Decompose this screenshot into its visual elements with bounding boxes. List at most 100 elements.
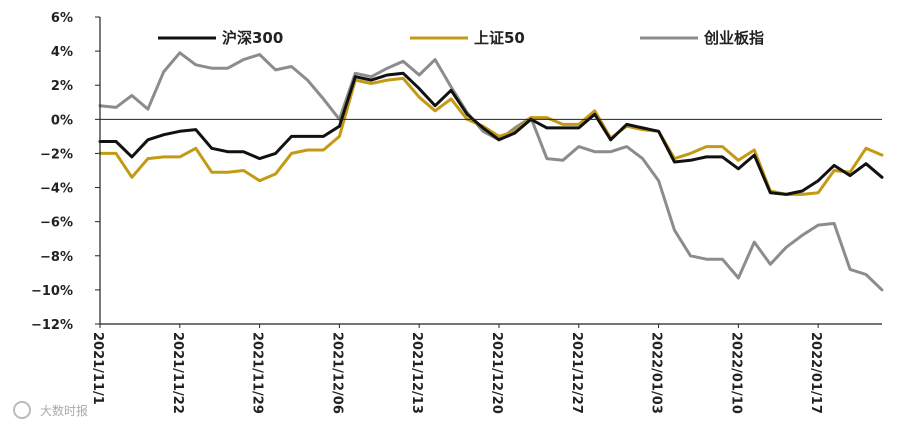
data-point bbox=[546, 158, 548, 160]
watermark: 大数时报 bbox=[13, 401, 88, 419]
data-point bbox=[865, 273, 867, 276]
data-point bbox=[115, 106, 117, 108]
y-tick-label: −8% bbox=[40, 250, 73, 265]
data-point bbox=[195, 129, 197, 131]
data-point bbox=[386, 79, 388, 81]
data-point bbox=[865, 163, 867, 165]
data-point bbox=[578, 123, 580, 125]
data-point bbox=[434, 59, 436, 61]
data-point bbox=[370, 76, 372, 78]
data-point bbox=[147, 139, 149, 141]
data-point bbox=[562, 159, 564, 161]
data-point bbox=[211, 147, 213, 149]
data-point bbox=[450, 86, 452, 88]
data-point bbox=[737, 159, 740, 161]
data-point bbox=[610, 151, 612, 153]
data-point bbox=[865, 147, 867, 149]
data-point bbox=[290, 152, 293, 154]
watermark-text: 大数时报 bbox=[40, 403, 88, 418]
data-point bbox=[227, 151, 229, 153]
data-point bbox=[673, 161, 676, 163]
data-point bbox=[370, 79, 372, 81]
x-tick-label: 2021/11/29 bbox=[250, 332, 265, 414]
data-point bbox=[259, 158, 261, 160]
data-point bbox=[801, 190, 803, 192]
x-tick-label: 2021/12/06 bbox=[329, 332, 344, 414]
data-point bbox=[753, 154, 755, 156]
data-point bbox=[737, 277, 740, 279]
y-tick-label: 6% bbox=[51, 11, 73, 26]
data-point bbox=[354, 72, 356, 74]
y-tick-label: −6% bbox=[40, 216, 73, 231]
data-point bbox=[721, 258, 724, 260]
data-point bbox=[243, 151, 245, 153]
data-point bbox=[131, 94, 133, 97]
data-point bbox=[179, 52, 181, 54]
data-point bbox=[642, 127, 644, 129]
data-point bbox=[881, 176, 883, 178]
data-point bbox=[689, 152, 692, 154]
data-point bbox=[546, 117, 548, 119]
series-layer bbox=[98, 51, 884, 292]
data-point bbox=[418, 96, 420, 98]
data-point bbox=[785, 246, 787, 248]
data-point bbox=[881, 154, 883, 156]
data-point bbox=[881, 289, 883, 291]
x-tick-label: 2022/01/17 bbox=[808, 332, 823, 414]
data-point bbox=[386, 67, 388, 69]
data-point bbox=[243, 59, 245, 61]
data-point bbox=[562, 123, 564, 125]
data-point bbox=[338, 135, 340, 137]
x-tick-label: 2021/12/13 bbox=[409, 332, 424, 414]
data-point bbox=[243, 169, 245, 172]
data-point bbox=[626, 146, 628, 148]
data-point bbox=[211, 67, 213, 69]
data-point bbox=[626, 123, 628, 125]
data-point bbox=[833, 169, 835, 172]
data-point bbox=[785, 193, 787, 195]
data-point bbox=[689, 255, 692, 257]
data-point bbox=[147, 158, 149, 160]
data-point bbox=[450, 98, 452, 100]
x-tick-label: 2021/11/1 bbox=[90, 332, 105, 405]
x-tick-label: 2021/12/27 bbox=[569, 332, 584, 414]
data-point bbox=[498, 139, 500, 141]
data-point bbox=[290, 65, 293, 68]
data-point bbox=[642, 158, 644, 160]
data-point bbox=[482, 130, 484, 132]
x-tick-label: 2022/01/10 bbox=[728, 332, 743, 414]
data-point bbox=[594, 110, 596, 112]
data-point bbox=[833, 164, 835, 166]
data-point bbox=[514, 132, 516, 134]
data-point bbox=[658, 130, 660, 132]
data-point bbox=[658, 180, 660, 182]
data-point bbox=[817, 180, 819, 182]
data-point bbox=[689, 159, 692, 161]
y-tick-label: 0% bbox=[51, 113, 73, 128]
data-point bbox=[227, 67, 229, 69]
data-point bbox=[402, 77, 404, 79]
data-point bbox=[227, 171, 229, 173]
data-point bbox=[179, 156, 181, 158]
data-point bbox=[147, 108, 149, 110]
x-tick-label: 2022/01/03 bbox=[649, 332, 664, 414]
data-point bbox=[801, 193, 803, 195]
y-tick-label: 4% bbox=[51, 45, 73, 60]
data-point bbox=[594, 151, 596, 153]
data-point bbox=[259, 180, 261, 182]
data-point bbox=[849, 171, 851, 173]
data-point bbox=[769, 263, 771, 265]
data-point bbox=[322, 149, 324, 151]
data-point bbox=[418, 74, 420, 76]
data-point bbox=[498, 135, 500, 137]
data-point bbox=[163, 134, 165, 136]
data-point bbox=[434, 105, 436, 107]
data-point bbox=[195, 147, 197, 149]
data-point bbox=[721, 146, 724, 148]
data-point bbox=[721, 156, 724, 158]
data-point bbox=[306, 149, 309, 151]
legend-label-1: 上证50 bbox=[474, 29, 525, 47]
data-point bbox=[290, 135, 293, 137]
watermark-logo-icon bbox=[13, 401, 31, 419]
